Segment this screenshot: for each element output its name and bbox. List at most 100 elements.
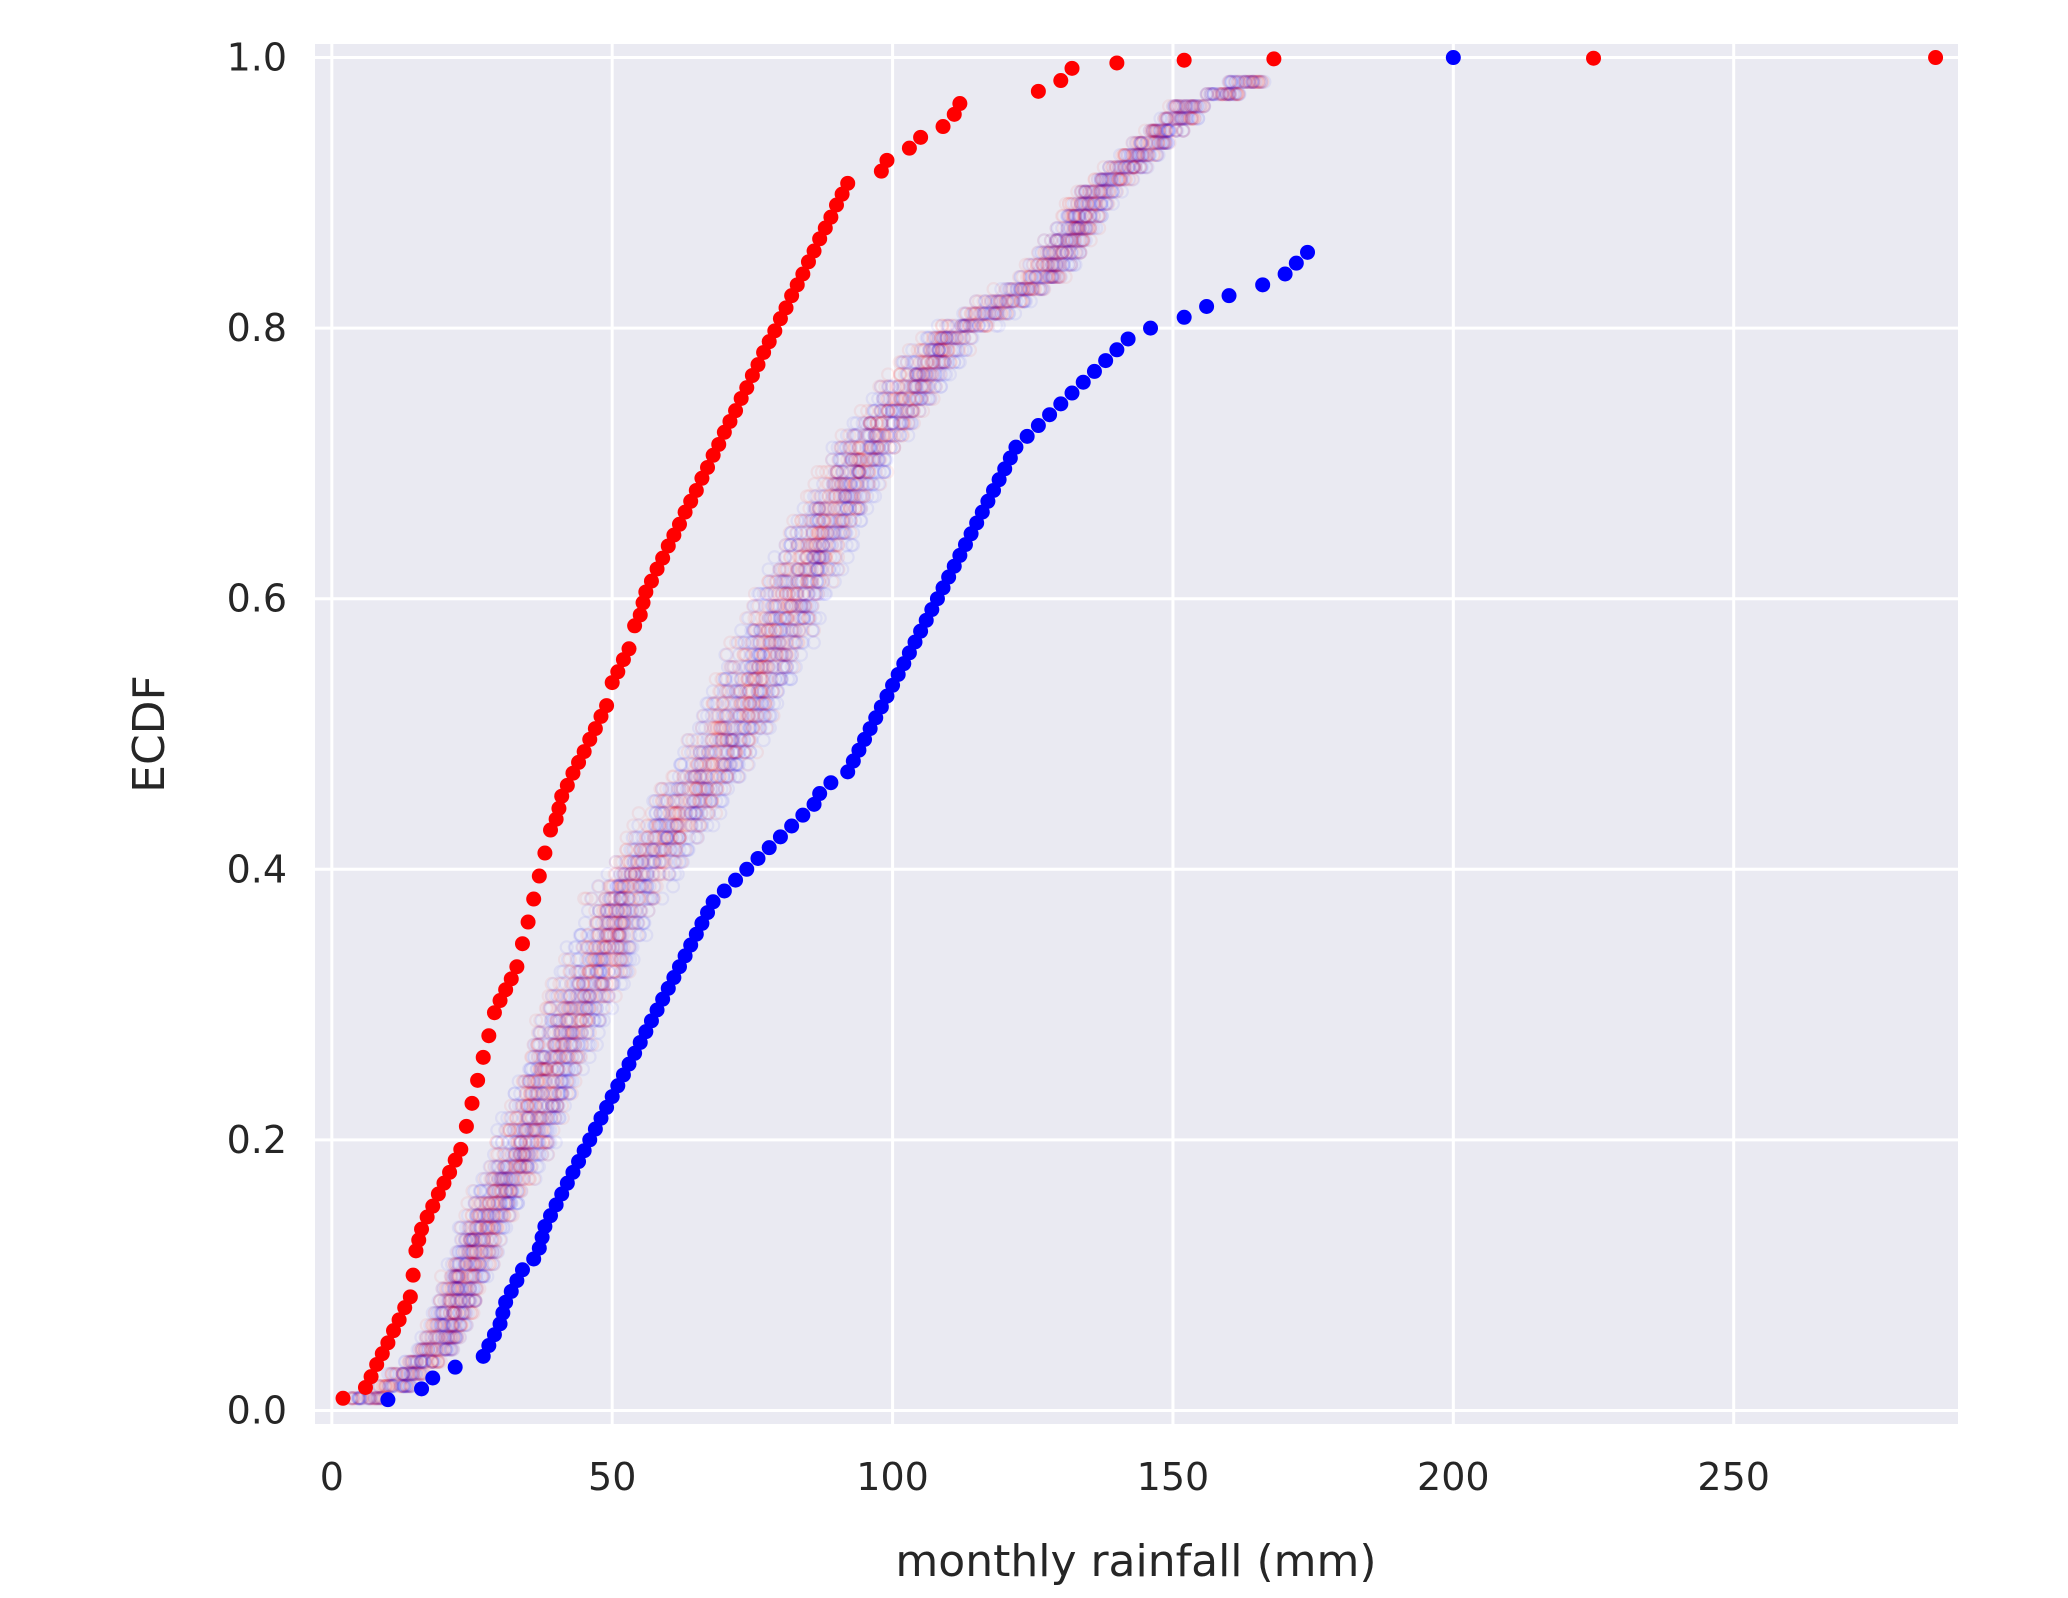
perm-point [1078, 184, 1093, 199]
perm-point [487, 1220, 502, 1235]
perm-point [504, 1183, 519, 1199]
perm-point [624, 903, 639, 918]
perm-point [712, 684, 727, 699]
perm-point [1087, 172, 1103, 187]
perm-point [699, 781, 714, 796]
perm-point [590, 964, 606, 979]
perm-point [611, 903, 626, 918]
perm-point [618, 903, 633, 918]
perm-point [839, 537, 854, 553]
perm-point [715, 672, 730, 687]
perm-point [588, 952, 603, 967]
perm-point [1139, 135, 1154, 150]
perm-point [446, 1330, 461, 1345]
perm-point [790, 537, 806, 553]
perm-point [615, 915, 630, 931]
perm-point [599, 940, 614, 955]
perm-point [481, 1220, 496, 1235]
perm-point [1125, 147, 1141, 163]
perm-point [514, 1183, 529, 1199]
perm-point [445, 1318, 460, 1333]
perm-point [711, 769, 727, 784]
perm-point [1137, 123, 1153, 138]
perm-point [501, 1123, 516, 1138]
perm-point [820, 477, 835, 492]
perm-point [543, 1086, 559, 1101]
perm-point [1022, 269, 1038, 285]
perm-point [703, 757, 718, 772]
perm-point [832, 513, 847, 528]
perm-point [754, 672, 769, 687]
perm-point [464, 1232, 479, 1247]
perm-point [793, 525, 809, 540]
perm-point [696, 708, 711, 723]
perm-point [485, 1244, 500, 1260]
perm-point [439, 1318, 454, 1333]
perm-point [402, 1366, 418, 1382]
perm-point [869, 428, 884, 443]
perm-point [600, 928, 615, 943]
perm-point [623, 891, 638, 906]
perm-point [969, 306, 984, 321]
perm-point [792, 623, 807, 638]
perm-point [449, 1330, 464, 1345]
perm-point [1168, 123, 1183, 138]
perm-point [413, 1366, 428, 1382]
perm-point [872, 428, 888, 443]
perm-point [1132, 135, 1147, 150]
perm-point [1100, 184, 1115, 199]
perm-point [468, 1208, 484, 1223]
perm-point [486, 1183, 502, 1199]
perm-point [563, 1001, 578, 1016]
perm-point [1076, 233, 1091, 248]
perm-point [538, 1062, 553, 1077]
perm-point [1155, 135, 1170, 150]
perm-point [1078, 233, 1093, 248]
perm-point [651, 818, 667, 833]
perm-point [451, 1244, 467, 1260]
perm-point [805, 623, 820, 638]
perm-point [935, 318, 950, 333]
perm-point [685, 732, 700, 748]
perm-point [615, 879, 630, 894]
perm-point [581, 940, 596, 955]
perm-point [851, 440, 867, 455]
perm-point [591, 879, 607, 894]
perm-point [506, 1123, 521, 1138]
perm-point [810, 464, 825, 480]
perm-point [1049, 221, 1064, 236]
perm-point [520, 1098, 536, 1113]
perm-point [890, 428, 905, 443]
perm-point [999, 282, 1014, 297]
perm-point [925, 342, 941, 358]
perm-point [961, 318, 976, 333]
perm-point [922, 367, 938, 382]
perm-point [766, 574, 781, 589]
perm-point [848, 501, 863, 516]
perm-point [397, 1378, 412, 1394]
perm-point [429, 1318, 444, 1333]
perm-point [652, 854, 667, 870]
perm-point [701, 757, 716, 772]
perm-point [662, 867, 677, 882]
perm-point [531, 1086, 546, 1101]
perm-point [627, 867, 642, 882]
perm-point [753, 708, 768, 723]
perm-point [458, 1257, 474, 1272]
perm-point [435, 1281, 450, 1296]
perm-point [843, 489, 859, 504]
perm-point [559, 1001, 574, 1016]
perm-point [874, 379, 889, 394]
perm-point [507, 1171, 523, 1186]
perm-point [432, 1342, 447, 1357]
perm-point [828, 477, 843, 492]
perm-point [695, 781, 710, 796]
perm-point [693, 769, 708, 784]
perm-point [1068, 233, 1083, 248]
perm-point [610, 940, 625, 955]
perm-point [1191, 111, 1206, 126]
perm-point [497, 1159, 513, 1174]
perm-point [581, 1013, 596, 1028]
perm-point [736, 696, 751, 711]
perm-point [1200, 86, 1215, 102]
